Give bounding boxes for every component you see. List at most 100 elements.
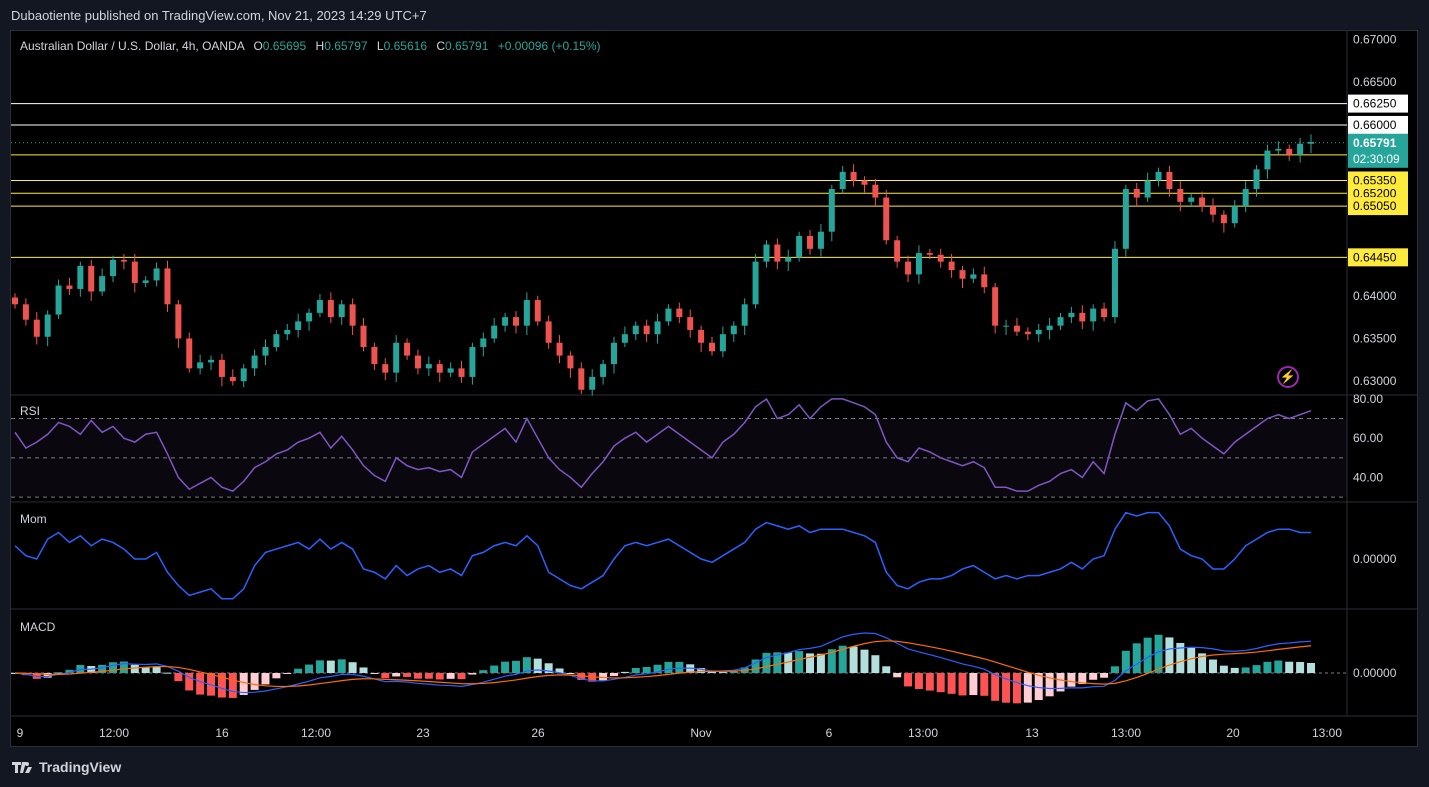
macd-histogram-bar — [555, 668, 564, 673]
macd-histogram-bar — [773, 652, 782, 673]
high-label: H — [315, 39, 325, 53]
macd-histogram-bar — [228, 673, 237, 698]
macd-histogram-bar — [904, 673, 913, 687]
chart-frame[interactable]: 0.67000 0.66500 0.64000 0.63500 0.63000 0.662… — [10, 30, 1418, 747]
candle-body — [33, 319, 40, 337]
macd-line — [14, 632, 1312, 694]
macd-histogram-bar — [1121, 650, 1130, 673]
macd-histogram-bar — [381, 673, 390, 679]
macd-histogram-bar — [250, 673, 259, 690]
candle-body — [327, 300, 334, 318]
macd-histogram-bar — [1198, 653, 1207, 673]
macd-histogram-bar — [533, 658, 542, 673]
candle-body — [55, 285, 62, 315]
macd-histogram-bar — [697, 668, 706, 673]
topbar: Dubaotiente published on TradingView.com… — [0, 0, 1429, 30]
candle-body — [175, 304, 182, 339]
macd-histogram-bar — [185, 673, 194, 691]
macd-histogram-bar — [718, 672, 727, 674]
candle-body — [88, 265, 95, 292]
macd-histogram-bar — [174, 673, 183, 682]
rsi-tick-label: 40.00 — [1353, 470, 1383, 484]
macd-tick-label: 0.00000 — [1353, 666, 1397, 680]
close-label: C — [436, 39, 446, 53]
candle-body — [425, 364, 432, 369]
level-label: 0.66250 — [1353, 97, 1397, 111]
candle-body — [643, 325, 650, 335]
candle-body — [698, 329, 705, 343]
candle-body — [1253, 169, 1260, 190]
macd-histogram-bar — [871, 655, 880, 673]
candle-body — [77, 265, 84, 289]
candle-body — [251, 355, 258, 369]
rsi-tick-label: 60.00 — [1353, 431, 1383, 445]
macd-histogram-bar — [152, 667, 161, 673]
change-value: +0.00096 (+0.15%) — [497, 39, 601, 53]
macd-histogram-bar — [795, 651, 804, 673]
candle-body — [556, 342, 563, 356]
candle-body — [796, 235, 803, 258]
candle-body — [1297, 143, 1304, 155]
candle-body — [44, 314, 51, 337]
last-price-label: 0.65791 — [1353, 136, 1397, 150]
rsi-line — [14, 397, 1312, 493]
macd-histogram-bar — [816, 653, 825, 673]
lightning-icon[interactable]: ⚡ — [1277, 366, 1299, 388]
close-value: 0.65791 — [445, 39, 489, 53]
macd-histogram-bar — [914, 673, 923, 689]
macd-histogram-bar — [348, 662, 357, 673]
macd-histogram-bar — [1307, 662, 1315, 673]
time-tick-label: Nov — [690, 726, 711, 740]
candle-body — [153, 268, 160, 281]
macd-histogram-bar — [326, 660, 335, 673]
candle-body — [1188, 197, 1195, 202]
candle-body — [1046, 325, 1053, 330]
candle-body — [752, 261, 759, 305]
candle-body — [1013, 325, 1020, 332]
time-tick-label: 13 — [1025, 726, 1039, 740]
candle-body — [1101, 308, 1108, 318]
macd-histogram-bar — [664, 661, 673, 673]
candle-body — [970, 274, 977, 279]
candle-body — [654, 321, 661, 335]
candle-body — [186, 338, 193, 369]
macd-histogram-bar — [130, 664, 139, 673]
symbol-title[interactable]: Australian Dollar / U.S. Dollar, 4h, OAN… — [20, 39, 245, 53]
macd-histogram-bar — [620, 671, 629, 673]
brand-label: TradingView — [39, 759, 122, 775]
candle-body — [1166, 171, 1173, 190]
chart-canvas[interactable]: 0.67000 0.66500 0.64000 0.63500 0.63000 0.662… — [11, 31, 1417, 746]
macd-histogram-bar — [838, 645, 847, 673]
price-tick-label: 0.66500 — [1353, 75, 1397, 89]
macd-histogram-bar — [54, 672, 63, 674]
candle-body — [371, 347, 378, 365]
candle-body — [589, 376, 596, 390]
candle-body — [142, 280, 149, 283]
rsi-tick-label: 80.00 — [1353, 392, 1383, 406]
macd-histogram-bar — [1078, 673, 1087, 685]
time-tick-label: 20 — [1226, 726, 1240, 740]
macd-histogram-bar — [1274, 660, 1283, 673]
macd-histogram-bar — [424, 673, 433, 679]
macd-histogram-bar — [413, 673, 422, 679]
macd-pane-title: MACD — [20, 620, 56, 634]
macd-histogram-bar — [1034, 673, 1043, 700]
macd-histogram-bar — [784, 652, 793, 673]
macd-histogram-bar — [631, 668, 640, 673]
time-tick-label: 16 — [215, 726, 229, 740]
macd-histogram-bar — [305, 664, 314, 673]
level-label: 0.64450 — [1353, 250, 1397, 264]
macd-histogram-bar — [98, 664, 107, 673]
candle-body — [1122, 189, 1129, 249]
macd-histogram-bar — [239, 673, 248, 695]
macd-histogram-bar — [958, 673, 967, 696]
candle-body — [447, 368, 454, 373]
candle-body — [284, 329, 291, 335]
candle-body — [915, 253, 922, 275]
open-label: O — [253, 39, 263, 53]
macd-histogram-bar — [65, 669, 74, 673]
macd-histogram-bar — [1285, 661, 1294, 673]
macd-histogram-bar — [806, 653, 815, 673]
candle-body — [741, 304, 748, 326]
candle-body — [785, 257, 792, 262]
